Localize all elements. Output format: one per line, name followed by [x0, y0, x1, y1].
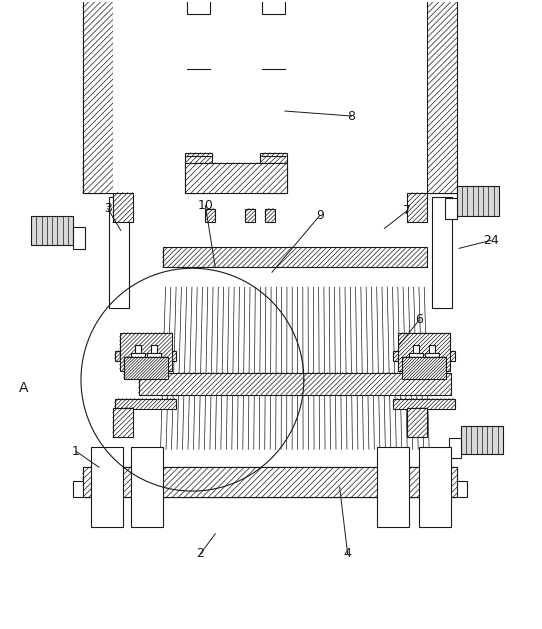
- Text: 8: 8: [347, 109, 356, 123]
- Bar: [445, 198, 457, 220]
- Text: 9: 9: [316, 209, 324, 222]
- Bar: [398, 333, 450, 370]
- Bar: [393, 351, 455, 361]
- Bar: [147, 353, 160, 357]
- Bar: [91, 447, 123, 527]
- Bar: [115, 351, 177, 361]
- Text: 7: 7: [403, 204, 411, 217]
- Text: 4: 4: [344, 547, 352, 560]
- Bar: [135, 345, 141, 353]
- Bar: [457, 186, 499, 216]
- Bar: [205, 209, 215, 223]
- Bar: [83, 0, 113, 192]
- Bar: [113, 192, 133, 223]
- Bar: [432, 197, 452, 308]
- Bar: [151, 345, 157, 353]
- Bar: [425, 353, 439, 357]
- Bar: [124, 357, 167, 379]
- Text: 2: 2: [196, 547, 204, 560]
- Bar: [262, 0, 285, 14]
- Bar: [409, 353, 423, 357]
- Bar: [139, 373, 451, 394]
- Bar: [427, 0, 457, 192]
- Bar: [260, 153, 287, 192]
- Bar: [245, 209, 255, 223]
- Bar: [185, 163, 287, 192]
- Text: 24: 24: [483, 234, 499, 247]
- Bar: [115, 399, 177, 408]
- Bar: [402, 357, 446, 379]
- Text: 3: 3: [104, 202, 112, 215]
- Bar: [131, 353, 145, 357]
- Bar: [185, 153, 212, 192]
- Bar: [419, 447, 451, 527]
- Bar: [407, 192, 427, 223]
- Bar: [265, 209, 275, 223]
- Bar: [113, 0, 427, 223]
- Bar: [407, 408, 427, 437]
- Bar: [461, 426, 503, 454]
- Bar: [83, 163, 457, 192]
- Bar: [449, 438, 461, 459]
- Bar: [429, 345, 435, 353]
- Bar: [73, 481, 467, 497]
- Text: 1: 1: [72, 445, 80, 458]
- Bar: [131, 447, 163, 527]
- Bar: [120, 333, 171, 370]
- Text: 6: 6: [415, 313, 423, 326]
- Text: 10: 10: [197, 199, 213, 212]
- Bar: [31, 216, 73, 245]
- Bar: [413, 345, 419, 353]
- Bar: [188, 0, 210, 14]
- Bar: [163, 247, 427, 267]
- Text: A: A: [18, 381, 28, 394]
- Bar: [73, 228, 85, 249]
- Bar: [393, 399, 455, 408]
- Bar: [377, 447, 409, 527]
- Bar: [83, 467, 457, 497]
- Bar: [109, 197, 129, 308]
- Bar: [83, 467, 457, 497]
- Bar: [113, 408, 133, 437]
